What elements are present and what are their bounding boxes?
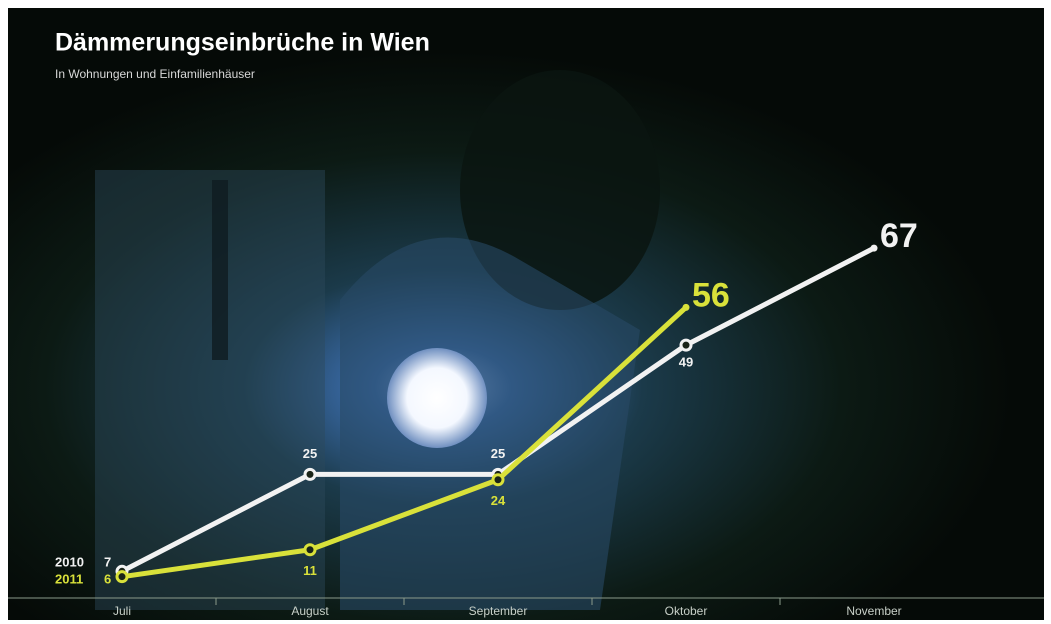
flashlight <box>387 348 487 448</box>
figure-head <box>460 70 660 310</box>
point <box>115 570 129 584</box>
x-tick-label: Oktober <box>665 604 708 618</box>
legend-label: 2010 <box>55 554 84 569</box>
value-label: 24 <box>491 493 506 508</box>
value-label: 7 <box>104 554 111 569</box>
x-tick-label: November <box>846 604 901 618</box>
value-label: 11 <box>303 563 317 578</box>
door-slot <box>212 180 228 360</box>
point <box>303 543 317 557</box>
value-label: 49 <box>679 355 693 370</box>
figure-body <box>340 237 640 610</box>
series-line <box>119 304 689 580</box>
x-tick-label: September <box>469 604 528 618</box>
x-tick-label: Juli <box>113 604 131 618</box>
point <box>682 303 690 311</box>
chart-title: Dämmerungseinbrüche in Wien <box>55 29 430 57</box>
value-label: 67 <box>880 217 918 255</box>
door <box>95 170 325 610</box>
plot: Juli August September Oktober November 7 2010 2… <box>55 217 918 618</box>
point <box>491 473 505 487</box>
chart-subtitle: In Wohnungen und Einfamilienhäuser <box>55 67 255 81</box>
value-label: 56 <box>692 276 730 314</box>
point <box>303 467 317 481</box>
point <box>870 244 878 252</box>
legend-label: 2011 <box>55 571 83 586</box>
value-label: 25 <box>491 446 505 461</box>
point <box>679 338 693 352</box>
value-label: 25 <box>303 446 317 461</box>
x-tick-label: August <box>291 604 329 618</box>
value-label: 6 <box>104 571 111 586</box>
